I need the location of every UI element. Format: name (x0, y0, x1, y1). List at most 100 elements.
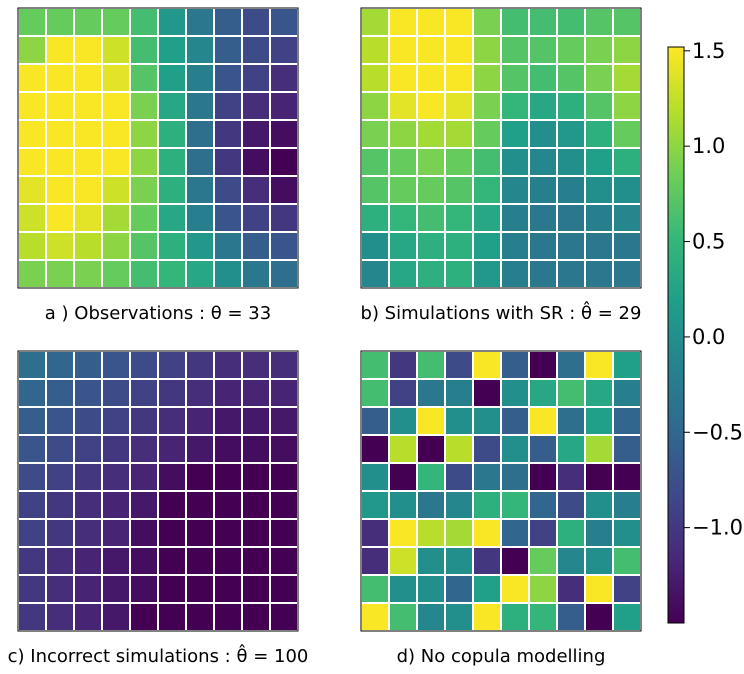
heatmap-cell-d-0-1 (388, 350, 418, 380)
heatmap-cell-a-8-9 (269, 231, 299, 261)
heatmap-cell-b-5-6 (528, 147, 558, 177)
heatmap-cell-d-8-5 (500, 574, 530, 604)
heatmap-cell-a-8-2 (73, 231, 103, 261)
heatmap-cell-c-0-4 (129, 350, 159, 380)
heatmap-cell-a-7-7 (213, 203, 243, 233)
heatmap-cell-a-4-9 (269, 119, 299, 149)
heatmap-cell-b-0-8 (584, 7, 614, 37)
heatmap-cell-b-0-2 (416, 7, 446, 37)
heatmap-cell-d-8-0 (360, 574, 390, 604)
heatmap-cell-d-1-1 (388, 378, 418, 408)
heatmap-cell-b-0-6 (528, 7, 558, 37)
heatmap-cell-a-4-0 (17, 119, 47, 149)
heatmap-cell-b-9-4 (472, 259, 502, 289)
heatmap-cell-b-6-4 (472, 175, 502, 205)
colorbar-tick-label-3: 0.5 (692, 230, 725, 254)
heatmap-cell-a-0-9 (269, 7, 299, 37)
heatmap-cell-c-7-2 (73, 546, 103, 576)
heatmap-cell-c-6-7 (213, 518, 243, 548)
heatmap-cell-b-9-8 (584, 259, 614, 289)
heatmap-cell-d-0-7 (556, 350, 586, 380)
heatmap-cell-b-6-6 (528, 175, 558, 205)
heatmap-cell-a-4-2 (73, 119, 103, 149)
heatmap-cell-c-6-3 (101, 518, 131, 548)
heatmap-cell-b-5-9 (612, 147, 642, 177)
heatmap-cell-d-2-6 (528, 406, 558, 436)
heatmap-cell-d-1-9 (612, 378, 642, 408)
heatmap-cell-d-3-0 (360, 434, 390, 464)
heatmap-cell-a-5-4 (129, 147, 159, 177)
heatmap-cell-a-9-5 (157, 259, 187, 289)
heatmap-cell-d-1-5 (500, 378, 530, 408)
heatmap-cell-c-3-4 (129, 434, 159, 464)
heatmap-cell-d-3-6 (528, 434, 558, 464)
heatmap-cell-b-8-3 (444, 231, 474, 261)
heatmap-cell-b-2-3 (444, 63, 474, 93)
heatmap-cell-c-9-6 (185, 602, 215, 632)
heatmap-cell-c-8-9 (269, 574, 299, 604)
heatmap-cell-c-7-3 (101, 546, 131, 576)
heatmap-cell-a-7-5 (157, 203, 187, 233)
heatmap-cell-d-7-8 (584, 546, 614, 576)
heatmap-cell-c-8-5 (157, 574, 187, 604)
colorbar: −1.0 −0.5 0.0 0.5 1.0 1.5 (667, 39, 743, 624)
heatmap-cell-c-1-3 (101, 378, 131, 408)
heatmap-cell-a-3-2 (73, 91, 103, 121)
heatmap-cell-b-2-8 (584, 63, 614, 93)
heatmap-cell-d-6-8 (584, 518, 614, 548)
heatmap-cell-a-8-6 (185, 231, 215, 261)
heatmap-cell-d-4-0 (360, 462, 390, 492)
heatmap-cell-b-2-9 (612, 63, 642, 93)
heatmap-cell-c-5-0 (17, 490, 47, 520)
heatmap-cell-a-8-5 (157, 231, 187, 261)
heatmap-cell-a-9-9 (269, 259, 299, 289)
heatmap-cell-c-2-8 (241, 406, 271, 436)
heatmap-cell-a-6-8 (241, 175, 271, 205)
heatmap-cell-d-5-0 (360, 490, 390, 520)
heatmap-cell-c-2-3 (101, 406, 131, 436)
heatmap-cell-c-6-9 (269, 518, 299, 548)
heatmap-cell-d-7-3 (444, 546, 474, 576)
heatmap-cell-c-0-7 (213, 350, 243, 380)
panel-frame-b (360, 7, 642, 289)
heatmap-cell-d-6-9 (612, 518, 642, 548)
heatmap-cell-a-3-7 (213, 91, 243, 121)
heatmap-cell-d-8-6 (528, 574, 558, 604)
heatmap-cell-d-4-5 (500, 462, 530, 492)
heatmap-cell-b-7-4 (472, 203, 502, 233)
heatmap-cell-d-8-4 (472, 574, 502, 604)
heatmap-cell-b-6-0 (360, 175, 390, 205)
heatmap-cell-d-7-9 (612, 546, 642, 576)
heatmap-cell-b-1-2 (416, 35, 446, 65)
heatmap-cell-a-3-9 (269, 91, 299, 121)
heatmap-cell-c-3-2 (73, 434, 103, 464)
heatmap-cell-c-8-6 (185, 574, 215, 604)
heatmap-cell-c-8-8 (241, 574, 271, 604)
heatmap-cell-b-3-8 (584, 91, 614, 121)
heatmap-cell-c-9-0 (17, 602, 47, 632)
heatmap-cell-a-7-3 (101, 203, 131, 233)
heatmap-cell-b-9-2 (416, 259, 446, 289)
heatmap-cell-d-1-7 (556, 378, 586, 408)
heatmap-cell-c-2-4 (129, 406, 159, 436)
heatmap-cell-b-3-6 (528, 91, 558, 121)
heatmap-cell-b-1-4 (472, 35, 502, 65)
heatmap-cell-d-1-6 (528, 378, 558, 408)
heatmap-cell-b-4-9 (612, 119, 642, 149)
heatmap-cell-c-4-7 (213, 462, 243, 492)
heatmap-cell-b-8-9 (612, 231, 642, 261)
heatmap-cell-b-2-4 (472, 63, 502, 93)
heatmap-cell-b-0-7 (556, 7, 586, 37)
heatmap-cell-a-0-3 (101, 7, 131, 37)
heatmap-cell-c-2-9 (269, 406, 299, 436)
heatmap-cell-d-8-3 (444, 574, 474, 604)
heatmap-cell-c-4-8 (241, 462, 271, 492)
heatmap-cell-c-7-0 (17, 546, 47, 576)
heatmap-cell-d-0-5 (500, 350, 530, 380)
heatmap-cell-c-7-4 (129, 546, 159, 576)
heatmap-cell-a-5-8 (241, 147, 271, 177)
heatmap-cell-a-1-0 (17, 35, 47, 65)
heatmap-cell-b-3-1 (388, 91, 418, 121)
heatmap-cell-a-6-9 (269, 175, 299, 205)
heatmap-cell-c-1-8 (241, 378, 271, 408)
